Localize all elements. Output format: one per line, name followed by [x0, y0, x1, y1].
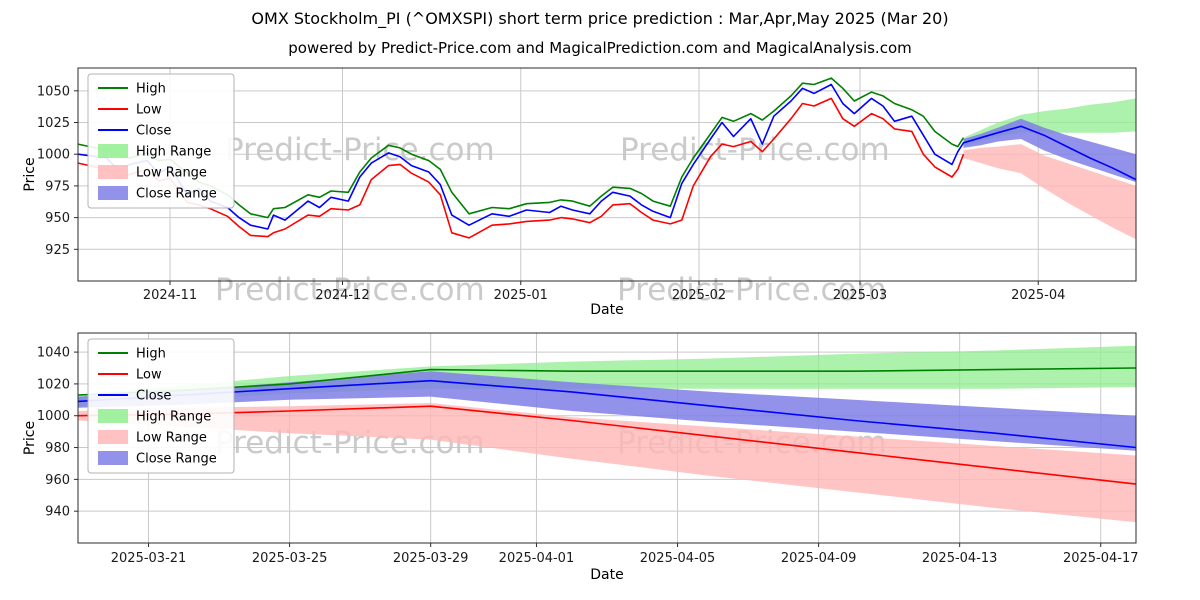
chart-title: OMX Stockholm_PI (^OMXSPI) short term pr…	[251, 9, 949, 28]
y-tick-label: 980	[45, 441, 70, 456]
y-tick-label: 940	[45, 505, 70, 520]
x-tick-label: 2025-03	[833, 288, 887, 303]
y-tick-label: 1020	[37, 377, 70, 392]
watermark-text: Predict-Price.com	[617, 272, 887, 308]
plot-area	[78, 68, 1136, 281]
x-tick-label: 2024-11	[143, 288, 197, 303]
series-band-close-range	[963, 118, 1136, 183]
legend-swatch-high-range	[98, 144, 128, 158]
chart-subtitle: powered by Predict-Price.com and Magical…	[288, 39, 912, 57]
y-axis-label: Price	[22, 421, 38, 455]
y-tick-label: 950	[45, 211, 70, 226]
y-tick-label: 1050	[37, 84, 70, 99]
x-axis-label: Date	[590, 302, 623, 318]
x-tick-label: 2025-03-21	[111, 551, 187, 566]
series-line-low	[77, 97, 965, 239]
legend-label: Low Range	[136, 431, 207, 446]
x-tick-label: 2025-04	[1011, 288, 1065, 303]
x-axis-label: Date	[590, 567, 623, 583]
series-line-high	[77, 77, 965, 219]
legend-label: Close	[136, 124, 171, 139]
series-band-close-range	[78, 371, 1136, 451]
y-tick-label: 1000	[37, 409, 70, 424]
x-tick-label: 2025-04-09	[781, 551, 857, 566]
legend: High Low Close High Range Low Range Close Ran…	[87, 338, 235, 474]
axis-ticks: 2024-11 2024-12 2025-01 2025-02 2025-03 2025-…	[37, 84, 1066, 303]
watermark-text: Predict-Price.com	[225, 132, 495, 168]
y-tick-label: 1025	[37, 116, 70, 131]
legend-swatch-low-range	[98, 430, 128, 444]
x-tick-label: 2024-12	[315, 288, 369, 303]
legend-label: Low	[136, 103, 162, 118]
legend-label: Low	[136, 368, 162, 383]
legend-swatch-high-range	[98, 409, 128, 423]
legend-label: Close Range	[136, 452, 217, 467]
plot-border	[77, 67, 1137, 282]
x-tick-label: 2025-02	[672, 288, 726, 303]
legend-swatch-close-range	[98, 451, 128, 465]
legend-swatch-close-range	[98, 186, 128, 200]
legend-swatch-low-range	[98, 165, 128, 179]
legend-label: High Range	[136, 145, 211, 160]
x-tick-label: 2025-03-29	[393, 551, 469, 566]
gridlines	[78, 68, 1136, 281]
x-tick-label: 2025-04-05	[640, 551, 716, 566]
series-band-low-range	[963, 144, 1136, 240]
x-tick-label: 2025-04-17	[1063, 551, 1139, 566]
series-line-close	[77, 83, 1137, 230]
top-chart: Predict-Price.com Predict-Price.com Predic…	[22, 67, 1137, 318]
prediction-chart: Predict-Price.comPredict-Price.com2025-0…	[22, 332, 1139, 583]
legend-label: Close Range	[136, 187, 217, 202]
y-tick-label: 975	[45, 179, 70, 194]
axis-ticks: 2025-03-21 2025-03-25 2025-03-29 2025-04-01…	[37, 346, 1139, 566]
legend-label: Low Range	[136, 166, 207, 181]
plot-border	[77, 332, 1137, 544]
x-tick-label: 2025-04-01	[499, 551, 575, 566]
x-tick-label: 2025-04-13	[922, 551, 998, 566]
legend-label: High Range	[136, 410, 211, 425]
x-tick-label: 2025-03-25	[252, 551, 328, 566]
y-tick-label: 960	[45, 473, 70, 488]
legend: High Low Close High Range Low Range Close Ran…	[87, 73, 235, 209]
y-tick-label: 925	[45, 243, 70, 258]
legend-label: High	[136, 347, 166, 362]
y-tick-label: 1040	[37, 346, 70, 361]
legend-label: High	[136, 82, 166, 97]
legend-label: Close	[136, 389, 171, 404]
x-tick-label: 2025-01	[494, 288, 548, 303]
series-band-low-range	[78, 403, 1136, 523]
y-axis-label: Price	[22, 157, 38, 191]
y-tick-label: 1000	[37, 148, 70, 163]
watermark-text: Predict-Price.com	[620, 132, 890, 168]
watermark-text: Predict-Price.com	[215, 272, 485, 308]
